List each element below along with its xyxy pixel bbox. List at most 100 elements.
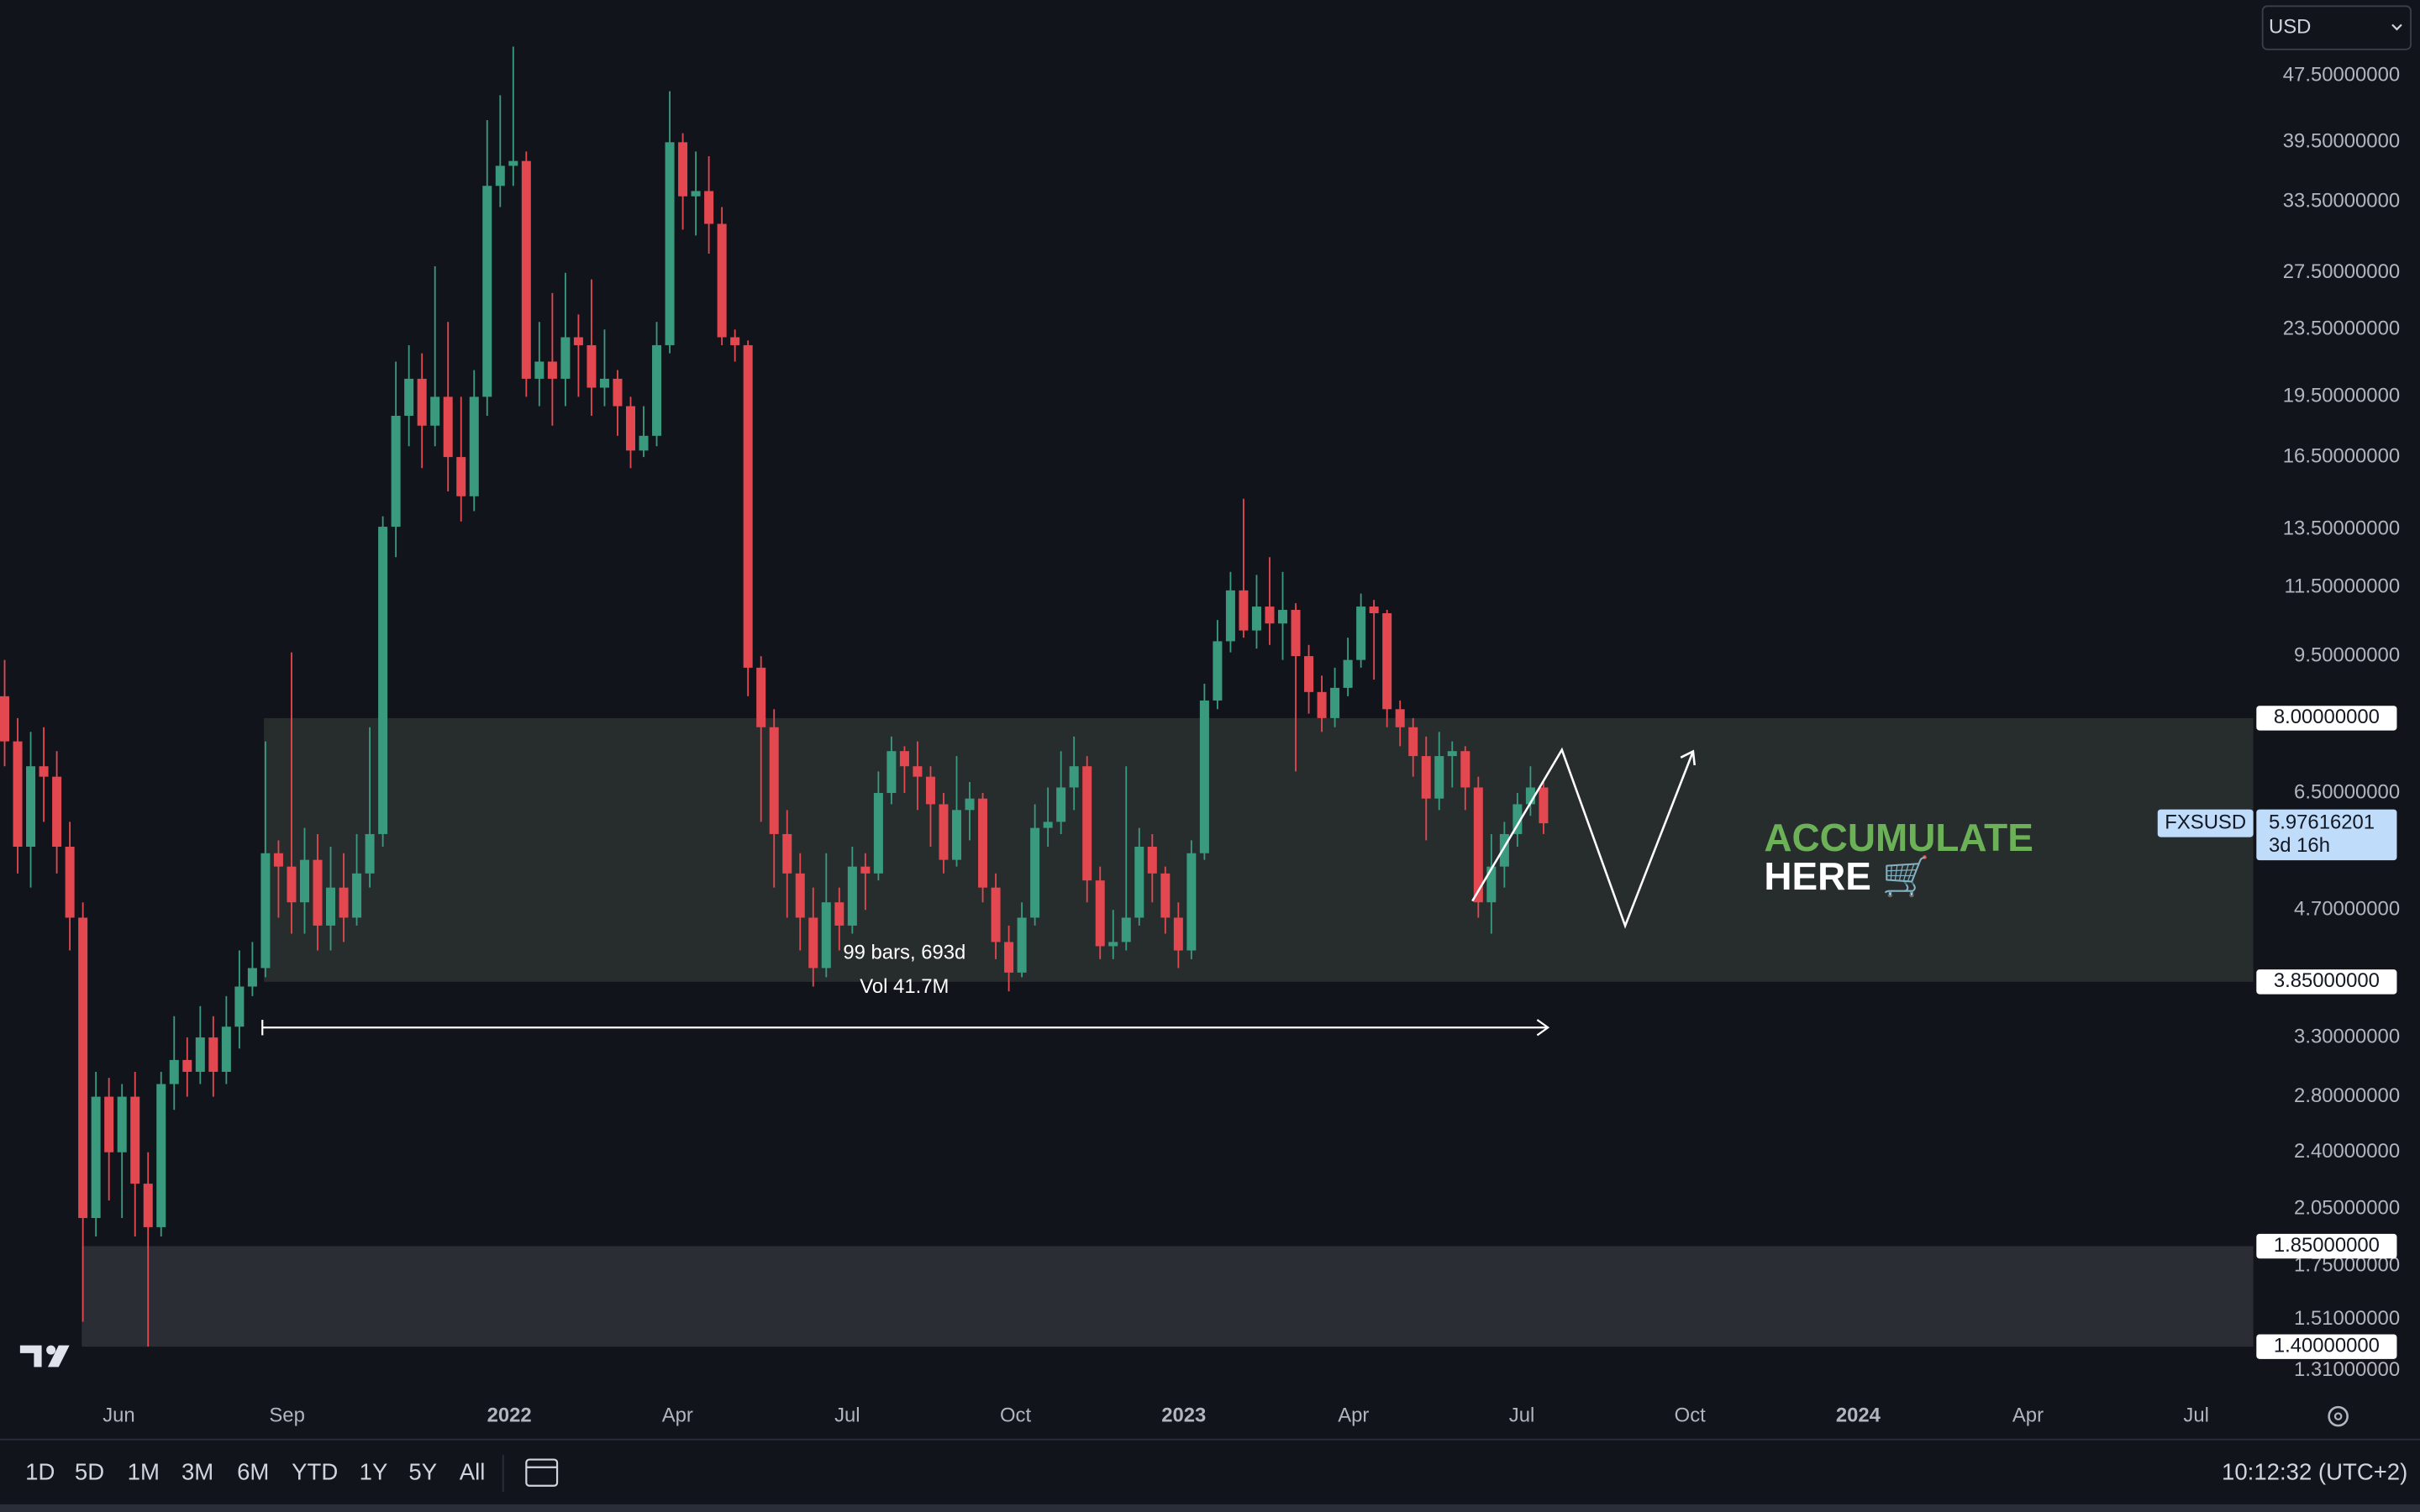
candle-body: [1043, 822, 1053, 828]
countdown-label: 3d 16h: [2269, 834, 2330, 857]
x-tick-label: 2023: [1161, 1404, 1206, 1426]
candle-body: [404, 378, 414, 416]
candle-body: [913, 766, 923, 777]
candle-body: [234, 986, 245, 1027]
x-tick-label: Apr: [2012, 1404, 2044, 1426]
candle-body: [1225, 590, 1235, 642]
date-range-button[interactable]: [525, 1458, 559, 1487]
x-tick-label: 2022: [487, 1404, 532, 1426]
candle-body: [665, 142, 675, 345]
candle-body: [1108, 942, 1118, 947]
candle-body: [925, 776, 935, 805]
candle-body: [417, 378, 427, 426]
candle-body: [482, 186, 492, 397]
zone-price-box: [2256, 1334, 2397, 1359]
currency-box[interactable]: [2261, 5, 2412, 50]
candle-body: [808, 917, 818, 969]
candle-body: [391, 415, 401, 528]
last-price-label: 5.97616201: [2269, 811, 2375, 833]
candle-body: [508, 160, 518, 166]
candle-body: [599, 378, 609, 388]
y-tick-label: 3.30000000: [2294, 1025, 2400, 1047]
candle-body: [130, 1096, 140, 1184]
range-button[interactable]: YTD: [292, 1458, 338, 1484]
calendar-icon[interactable]: [525, 1458, 559, 1487]
projection-path: [1471, 747, 1695, 929]
candle-body: [939, 804, 949, 860]
candle-body: [1017, 917, 1027, 973]
candle-body: [1421, 756, 1431, 799]
gear[interactable]: [2328, 1405, 2349, 1427]
candle-body: [1343, 659, 1353, 688]
chevron: [2391, 24, 2402, 31]
range-button[interactable]: All: [460, 1458, 486, 1484]
zone-price-box: [2256, 1233, 2397, 1259]
candle-body: [1251, 606, 1261, 631]
currency-select[interactable]: USD: [2261, 5, 2412, 50]
candle-body: [104, 1096, 114, 1152]
candle-body: [899, 751, 909, 767]
candle-body: [691, 191, 701, 197]
x-tick-label: Jul: [834, 1404, 860, 1426]
candle-body: [821, 902, 831, 969]
x-tick-label: Oct: [1675, 1404, 1706, 1426]
x-tick-label: Apr: [662, 1404, 693, 1426]
callout-line-1: ACCUMULATE: [1764, 816, 2033, 859]
y-tick-label: 39.50000000: [2283, 130, 2400, 153]
candle-body: [143, 1184, 153, 1227]
range-button[interactable]: 1Y: [360, 1458, 388, 1484]
settings-icon[interactable]: [2328, 1405, 2349, 1427]
candle-body: [756, 667, 766, 727]
candle-body: [1460, 751, 1470, 788]
range-button[interactable]: 1M: [128, 1458, 160, 1484]
candle-body: [1382, 613, 1392, 710]
time-axis: Jun Sep 2022 Apr Jul Oct 2023 Apr Jul Oct 2024 Apr J…: [103, 1404, 2209, 1426]
candle-body: [287, 866, 297, 903]
candle-body: [769, 727, 779, 834]
candle-body: [495, 165, 505, 186]
zones: [82, 717, 2254, 1347]
currency-label[interactable]: USD: [2269, 15, 2311, 38]
candle-body: [1134, 847, 1144, 918]
candle-body: [260, 853, 271, 969]
candle-body: [469, 396, 479, 496]
candle-body: [365, 833, 375, 874]
candle-body: [652, 344, 662, 436]
zone-price-label: 1.40000000: [2274, 1334, 2380, 1357]
candle-body: [795, 873, 805, 918]
x-tick-label: Apr: [1338, 1404, 1369, 1426]
measure-label: 99 bars, 693d: [843, 941, 965, 963]
candle-body: [1082, 766, 1092, 881]
candle-body: [860, 866, 871, 874]
candle-body: [1304, 656, 1314, 692]
zone: [264, 717, 2254, 982]
candle-body: [221, 1026, 231, 1072]
zone: [82, 1246, 2254, 1347]
y-tick-label: 23.50000000: [2283, 318, 2400, 340]
range-button[interactable]: 3M: [182, 1458, 213, 1484]
candle-body: [78, 917, 88, 1219]
range-button[interactable]: 5D: [75, 1458, 104, 1484]
symbol-label: FXSUSD: [2165, 811, 2246, 833]
candle-body: [208, 1037, 218, 1072]
y-tick-label: 1.51000000: [2294, 1307, 2400, 1330]
candle-body: [873, 793, 883, 874]
projection-arrow: [1680, 749, 1697, 766]
candle-body: [847, 866, 857, 926]
range-button[interactable]: 5Y: [408, 1458, 437, 1484]
range-button[interactable]: 6M: [237, 1458, 269, 1484]
candle-body: [1486, 866, 1497, 903]
candle-body: [1356, 606, 1366, 660]
candle-body: [1069, 766, 1079, 788]
zone-price-box: [2256, 706, 2397, 731]
candle-body: [1278, 610, 1288, 624]
logo-part: [47, 1345, 70, 1368]
zone-price-box: [2256, 969, 2397, 995]
range-button[interactable]: 1D: [25, 1458, 55, 1484]
y-tick-label: 11.50000000: [2285, 575, 2401, 597]
candle-body: [1447, 751, 1457, 757]
candle-body: [1199, 700, 1209, 853]
candle-body: [1056, 787, 1066, 822]
candle-body: [117, 1096, 127, 1152]
